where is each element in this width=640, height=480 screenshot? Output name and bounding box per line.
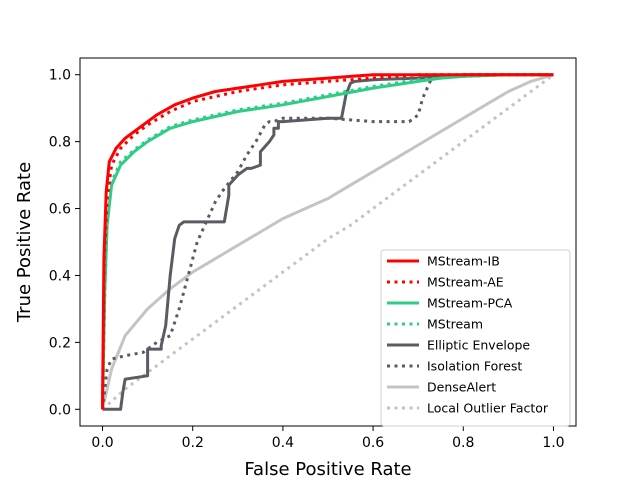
- x-axis-ticks: 0.0 0.2 0.4 0.6 0.8 1.0: [91, 426, 565, 451]
- legend-label: MStream-AE: [427, 275, 504, 290]
- legend: MStream-IB MStream-AE MStream-PCA MStream El…: [380, 249, 571, 427]
- series-lines: [101, 73, 555, 411]
- legend-label: Isolation Forest: [427, 359, 522, 374]
- y-axis-ticks: 0.0 0.2 0.4 0.6 0.8 1.0: [49, 68, 80, 418]
- y-axis-label: True Positive Rate: [14, 162, 35, 323]
- y-tick-label: 0.0: [49, 402, 71, 418]
- y-tick-label: 1.0: [49, 68, 71, 84]
- y-tick-label: 0.6: [49, 202, 71, 218]
- legend-label: Local Outlier Factor: [427, 401, 549, 416]
- series-line-isolation-forest: [101, 73, 554, 410]
- legend-label: MStream: [427, 317, 483, 332]
- x-tick-label: 0.0: [91, 435, 113, 451]
- x-tick-label: 0.8: [452, 435, 474, 451]
- x-axis-label: False Positive Rate: [244, 459, 411, 480]
- y-tick-label: 0.8: [49, 135, 71, 151]
- legend-label: MStream-PCA: [427, 296, 513, 311]
- x-tick-label: 0.6: [362, 435, 384, 451]
- series-line-densealert: [101, 73, 554, 410]
- legend-label: DenseAlert: [427, 380, 496, 395]
- x-tick-label: 0.2: [182, 435, 204, 451]
- x-tick-label: 0.4: [272, 435, 294, 451]
- y-tick-label: 0.2: [49, 335, 71, 351]
- series-line-mstream-pca: [101, 73, 554, 410]
- y-tick-label: 0.4: [49, 268, 71, 284]
- legend-label: Elliptic Envelope: [427, 338, 530, 353]
- series-line-mstream-ib: [101, 73, 554, 410]
- legend-box: [380, 249, 571, 427]
- series-line-mstream-ae: [101, 73, 554, 410]
- x-tick-label: 1.0: [542, 435, 564, 451]
- series-line-elliptic-envelope: [102, 73, 554, 411]
- legend-label: MStream-IB: [427, 254, 500, 269]
